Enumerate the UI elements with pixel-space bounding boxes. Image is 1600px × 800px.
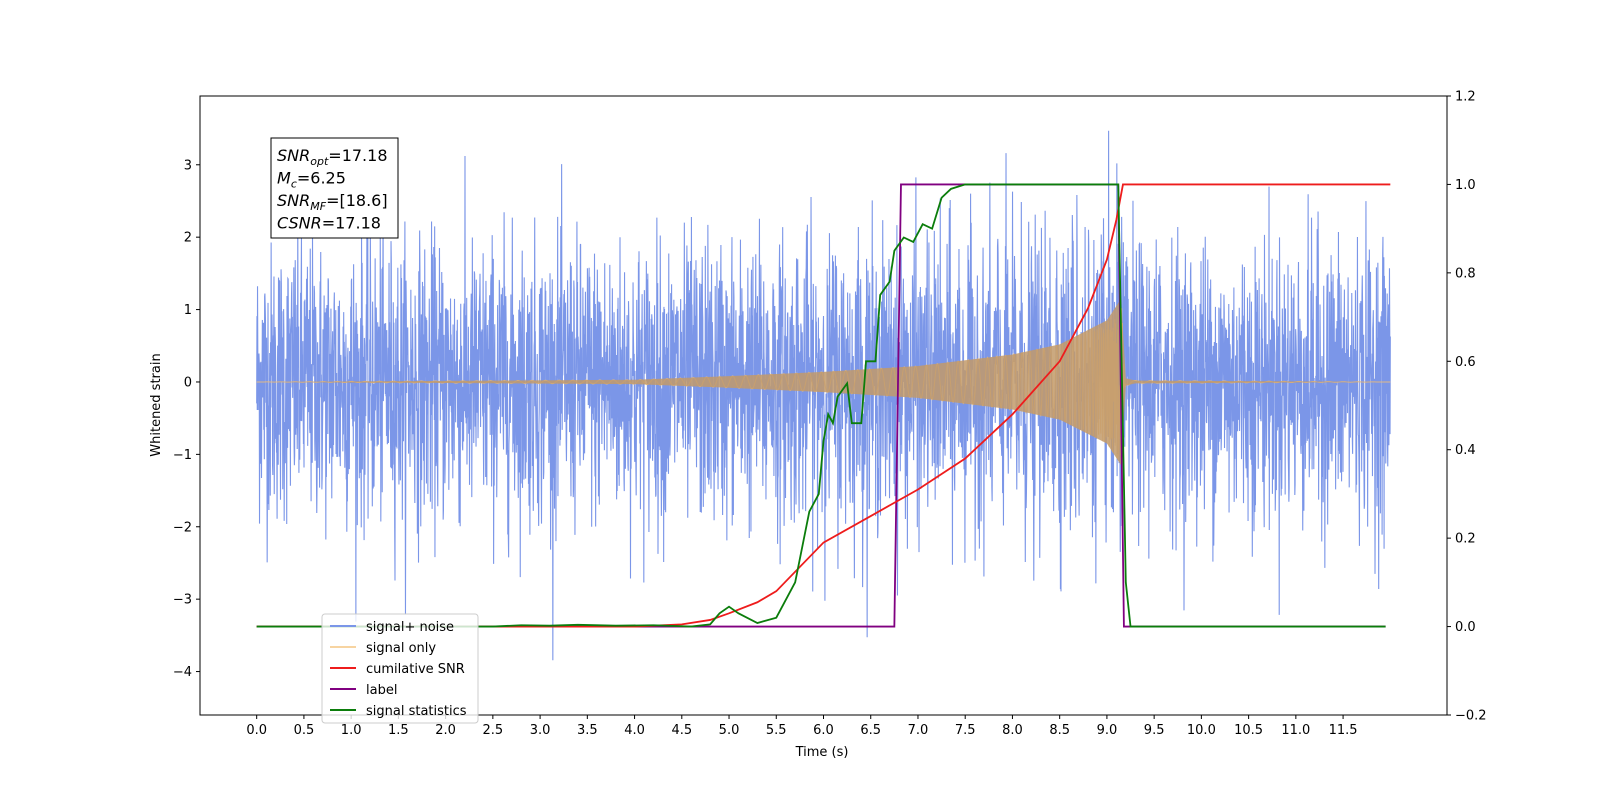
legend-entry-label: signal statistics <box>366 704 467 719</box>
y2-tick-label: 0.2 <box>1455 532 1476 547</box>
annotation-symbol: SNR <box>277 191 310 210</box>
annotation-value: =17.18 <box>322 214 381 233</box>
y-tick-label: −4 <box>173 665 192 680</box>
y-tick-label: 2 <box>184 231 192 246</box>
signal-envelope <box>256 298 1391 466</box>
legend-frame <box>321 613 479 724</box>
x-tick-label: 2.0 <box>435 723 456 738</box>
x-tick-label: 7.0 <box>908 723 929 738</box>
annotation-box: SNRopt=17.18Mc=6.25SNRMF=[18.6]CSNR=17.1… <box>270 137 399 239</box>
y-axis-right: 1.2 1.0 0.8 0.6 0.4 0.2 0.0 −0.2 <box>1447 90 1487 724</box>
series-signal-noise <box>256 130 1391 661</box>
x-tick-label: 9.5 <box>1144 723 1165 738</box>
x-tick-label: 11.0 <box>1281 723 1310 738</box>
x-tick-label: 2.5 <box>483 723 504 738</box>
annotation-value: =[18.6] <box>326 191 388 210</box>
y2-tick-label: −0.2 <box>1455 709 1487 724</box>
annotation-line: Mc=6.25 <box>277 169 346 191</box>
x-axis-label: Time (s) <box>795 745 849 760</box>
annotation-line: CSNR=17.18 <box>277 214 381 233</box>
x-tick-label: 9.0 <box>1097 723 1118 738</box>
y2-tick-label: 0.8 <box>1455 266 1476 281</box>
x-tick-label: 0.5 <box>294 723 315 738</box>
x-tick-label: 6.5 <box>860 723 881 738</box>
x-tick-label: 3.5 <box>577 723 598 738</box>
legend-entry-label: cumilative SNR <box>366 662 465 677</box>
series-cumulative-snr <box>256 183 1391 628</box>
y-tick-label: 3 <box>184 158 192 173</box>
x-tick-label: 0.0 <box>246 723 267 738</box>
annotation-symbol: M <box>277 169 291 188</box>
annotation-value: =6.25 <box>297 169 346 188</box>
annotation-symbol: CSNR <box>277 214 322 233</box>
x-tick-label: 10.0 <box>1187 723 1216 738</box>
x-tick-label: 4.5 <box>671 723 692 738</box>
y-tick-label: −1 <box>173 448 192 463</box>
x-tick-label: 3.0 <box>530 723 551 738</box>
legend-entry-label: signal only <box>366 641 436 656</box>
annotation-line: SNRopt=17.18 <box>277 146 388 168</box>
annotation-subscript: MF <box>310 200 326 213</box>
series-layer <box>256 130 1391 661</box>
x-tick-label: 5.0 <box>719 723 740 738</box>
y-tick-label: 1 <box>184 303 192 318</box>
x-tick-label: 7.5 <box>955 723 976 738</box>
x-tick-label: 1.0 <box>341 723 362 738</box>
legend-entry-label: signal+ noise <box>366 620 454 635</box>
legend: signal+ noise signal only cumilative SNR la… <box>321 613 479 724</box>
x-tick-label: 11.5 <box>1329 723 1358 738</box>
y2-tick-label: 0.4 <box>1455 443 1476 458</box>
y-tick-label: 0 <box>184 375 192 390</box>
y2-tick-label: 1.0 <box>1455 178 1476 193</box>
y2-tick-label: 0.6 <box>1455 355 1476 370</box>
annotation-frame <box>270 137 399 239</box>
x-axis: 0.0 0.5 1.0 1.5 2.0 2.5 3.0 3.5 4.0 4.5 5.0 5.5 6.0 6… <box>246 715 1358 738</box>
series-signal-statistics <box>256 183 1386 628</box>
x-tick-label: 6.0 <box>813 723 834 738</box>
annotation-subscript: c <box>291 178 297 191</box>
y-axis-label: Whitened strain <box>149 353 164 456</box>
annotation-symbol: SNR <box>277 146 310 165</box>
x-tick-label: 1.5 <box>388 723 409 738</box>
y-tick-label: −3 <box>173 593 192 608</box>
annotation-subscript: opt <box>310 155 329 168</box>
x-tick-label: 5.5 <box>766 723 787 738</box>
y2-tick-label: 0.0 <box>1455 620 1476 635</box>
annotation-line: SNRMF=[18.6] <box>277 191 388 213</box>
x-tick-label: 8.0 <box>1002 723 1023 738</box>
y-tick-label: −2 <box>173 520 192 535</box>
y-axis-left: 3 2 1 0 −1 −2 −3 −4 <box>173 158 200 680</box>
x-tick-label: 4.0 <box>624 723 645 738</box>
legend-entry-label: label <box>366 683 397 698</box>
x-tick-label: 10.5 <box>1234 723 1263 738</box>
x-tick-label: 8.5 <box>1049 723 1070 738</box>
annotation-value: =17.18 <box>328 146 387 165</box>
y2-tick-label: 1.2 <box>1455 90 1476 105</box>
